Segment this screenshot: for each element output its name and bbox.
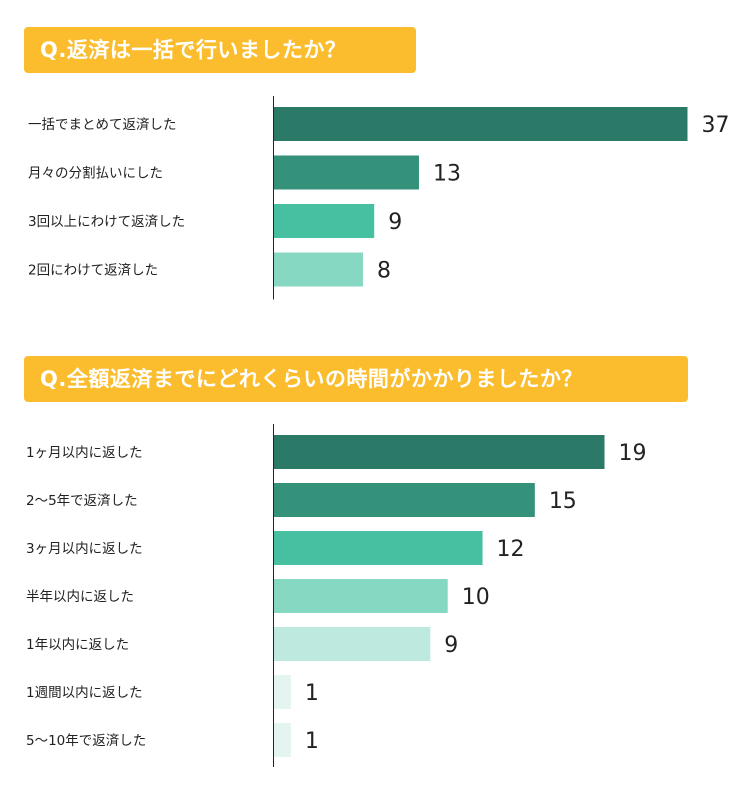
value-label: 10 — [462, 585, 490, 610]
value-label: 8 — [377, 259, 391, 284]
category-label: 月々の分割払いにした — [28, 165, 163, 182]
bar — [273, 204, 375, 238]
category-label: 5〜10年で返済した — [26, 733, 146, 749]
bar — [273, 435, 605, 469]
value-label: 1 — [305, 681, 319, 706]
bar — [273, 252, 364, 287]
value-label: 9 — [444, 633, 458, 658]
category-label: 一括でまとめて返済した — [28, 117, 177, 133]
q1-bar-chart: 一括でまとめて返済した 37 月々の分割払いにした 13 3回以上にわけて返済した 9 2回… — [28, 96, 730, 300]
question-1-title: Q.返済は一括で行いましたか？ — [24, 27, 416, 73]
category-label: 1年以内に返した — [26, 637, 129, 653]
value-label: 19 — [619, 441, 647, 466]
bar — [273, 155, 419, 190]
bar — [273, 627, 431, 661]
value-label: 15 — [549, 489, 577, 514]
value-label: 37 — [702, 113, 730, 138]
value-label: 1 — [305, 729, 319, 754]
bar — [273, 107, 688, 141]
bar — [273, 579, 448, 613]
category-label: 3回以上にわけて返済した — [28, 214, 185, 230]
category-label: 2〜5年で返済した — [26, 493, 138, 509]
value-label: 9 — [388, 210, 402, 235]
bar — [273, 531, 483, 565]
category-label: 半年以内に返した — [26, 589, 134, 605]
category-label: 3ヶ月以内に返した — [26, 541, 143, 557]
question-2-title: Q.全額返済までにどれくらいの時間がかかりましたか？ — [24, 356, 688, 402]
bar — [273, 723, 291, 757]
bar — [273, 483, 535, 517]
category-label: 1週間以内に返した — [26, 685, 143, 701]
category-label: 2回にわけて返済した — [28, 263, 158, 279]
bar — [273, 675, 291, 709]
value-label: 12 — [497, 537, 525, 562]
value-label: 13 — [433, 162, 461, 187]
category-label: 1ヶ月以内に返した — [26, 445, 143, 461]
